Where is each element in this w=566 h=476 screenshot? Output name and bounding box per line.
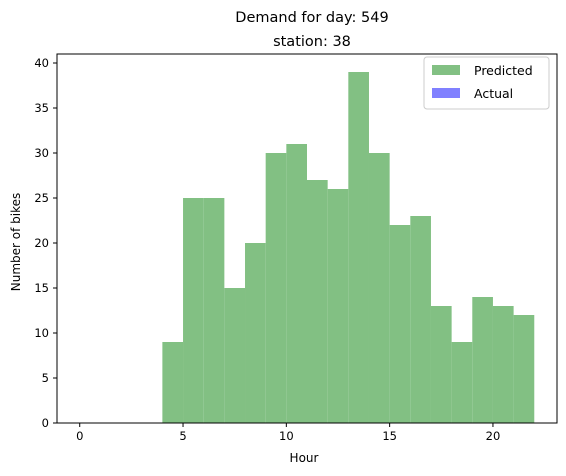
chart-subtitle: station: 38 [273,34,351,50]
x-tick-label: 10 [279,429,294,443]
y-tick-label: 10 [34,326,49,340]
bar-predicted-4 [245,243,266,423]
bar-predicted-10 [368,153,390,423]
y-tick-label: 40 [34,56,49,70]
y-tick-label: 0 [42,416,49,430]
x-tick-label: 15 [382,429,397,443]
bar-predicted-16 [492,306,514,423]
y-axis-label: Number of bikes [9,193,23,292]
y-tick-label: 25 [34,191,49,205]
bar-predicted-13 [430,306,452,423]
bar-predicted-11 [389,225,411,423]
y-tick-label: 15 [34,281,49,295]
bar-predicted-7 [307,180,328,423]
plot-frame [56,53,558,424]
y-tick-label: 5 [42,371,49,385]
bar-predicted-17 [513,315,535,423]
legend-label-actual: Actual [474,86,513,101]
bar-predicted-9 [348,72,369,423]
legend-label-predicted: Predicted [474,63,533,78]
bar-predicted-6 [286,144,307,423]
bar-predicted-3 [224,288,246,423]
bar-predicted-8 [327,189,349,423]
x-axis-label: Hour [290,451,319,465]
legend: Predicted Actual [423,56,550,110]
bars-layer [162,72,535,423]
bar-predicted-14 [451,342,473,423]
x-tick-label: 0 [76,429,83,443]
bar-predicted-0 [162,342,184,423]
y-tick-label: 20 [34,236,49,250]
bar-predicted-15 [472,297,493,423]
x-tick-label: 20 [486,429,501,443]
x-tick-label: 5 [179,429,186,443]
bar-predicted-5 [265,153,287,423]
legend-swatch-actual [432,88,460,98]
chart-title: Demand for day: 549 [235,10,388,26]
y-tick-label: 30 [34,146,49,160]
bar-predicted-2 [203,198,225,423]
bar-predicted-12 [410,216,431,423]
legend-swatch-predicted [432,65,460,75]
axes-layer: 0 5 10 15 20 0 5 10 15 20 25 30 35 40 [34,53,558,443]
y-tick-label: 35 [34,101,49,115]
bar-predicted-1 [183,198,204,423]
